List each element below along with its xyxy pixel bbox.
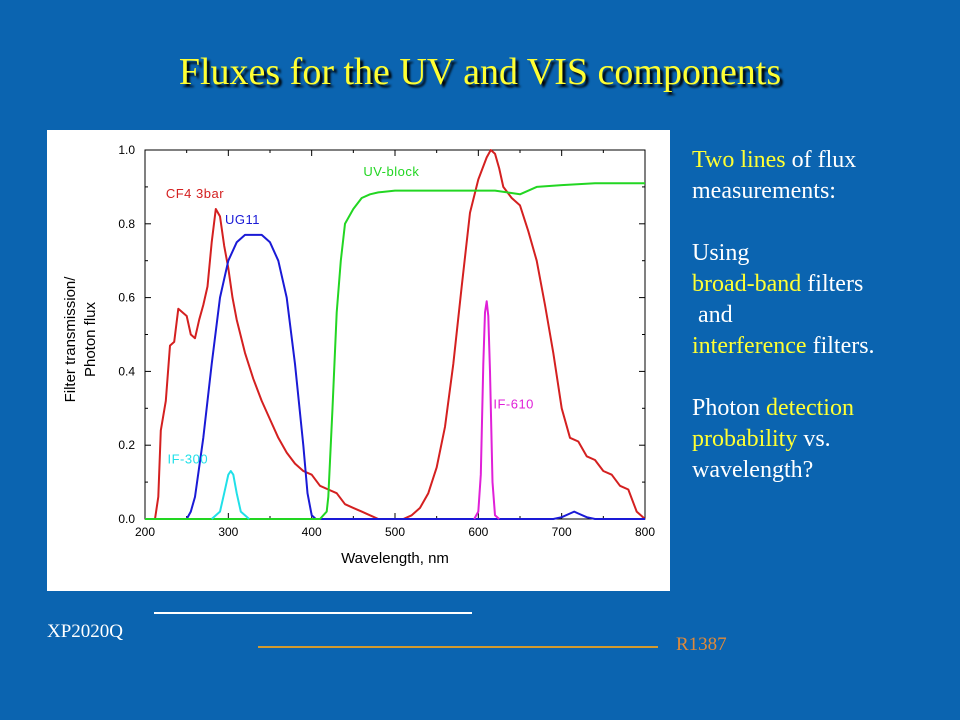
- x-tick-label: 400: [302, 525, 322, 539]
- series-label: UV-block: [363, 164, 419, 179]
- x-tick-label: 200: [135, 525, 155, 539]
- notes-line: wavelength?: [692, 455, 952, 486]
- chart-panel: 200 300 400 500 600 700 800 0.0 0.2 0.4 0.6 0.8 1.0 W…: [47, 130, 670, 591]
- series-line-cf4-3bar: [145, 149, 646, 520]
- y-tick-label: 1.0: [118, 143, 135, 157]
- notes-text-part: measurements:: [692, 178, 836, 204]
- series-line-ug11: [145, 233, 645, 520]
- y-tick-label: 0.2: [118, 438, 135, 452]
- series-label: CF4 3bar: [166, 186, 224, 201]
- plot-frame: [144, 149, 646, 520]
- notes-highlight: interference: [692, 333, 807, 359]
- y-tick-label: 0.8: [118, 217, 135, 231]
- notes-line: Photon detection: [692, 393, 952, 424]
- notes-line: broad-band filters: [692, 269, 952, 300]
- x-tick-label: 300: [218, 525, 238, 539]
- series-line-if-610: [473, 300, 500, 520]
- notes-line: and: [692, 300, 952, 331]
- series-line-if-300: [211, 470, 250, 520]
- x-tick-label: 800: [635, 525, 655, 539]
- flux-chart: 200 300 400 500 600 700 800 0.0 0.2 0.4 0.6 0.8 1.0 W…: [62, 143, 655, 567]
- legend-rule-xp2020q: [154, 612, 472, 614]
- notes-highlight: broad-band: [692, 271, 802, 297]
- notes-text-part: and: [692, 302, 733, 328]
- notes-text-part: of flux: [785, 147, 857, 173]
- legend-rule-r1387: [258, 646, 658, 648]
- notes-line: probability vs.: [692, 424, 952, 455]
- y-axis-label-line2: Photon flux: [82, 301, 99, 377]
- notes-line: interference filters.: [692, 331, 952, 362]
- x-tick-label: 600: [468, 525, 488, 539]
- notes-highlight: detection: [766, 395, 854, 421]
- notes-text-part: wavelength?: [692, 457, 814, 483]
- series-line-uv-block: [145, 182, 645, 520]
- notes-text-part: filters.: [806, 333, 875, 359]
- y-tick-label: 0.6: [118, 291, 135, 305]
- legend-label-r1387: R1387: [676, 634, 727, 655]
- y-tick-label: 0.4: [118, 364, 135, 378]
- notes-text-part: Using: [692, 240, 750, 266]
- series-label: IF-300: [168, 452, 209, 467]
- notes-line: measurements:: [692, 176, 952, 207]
- notes-text-part: filters: [801, 271, 864, 297]
- notes-highlight: probability: [692, 426, 798, 452]
- notes-text-part: Photon: [692, 395, 767, 421]
- notes-line: Two lines of flux: [692, 145, 952, 176]
- x-axis-label: Wavelength, nm: [341, 550, 449, 567]
- legend-label-xp2020q: XP2020Q: [47, 621, 124, 642]
- series-label: IF-610: [493, 396, 534, 411]
- slide-title: Fluxes for the UV and VIS components: [178, 51, 782, 93]
- y-axis-label-line1: Filter transmission/: [62, 276, 79, 403]
- series-label: UG11: [225, 212, 260, 227]
- notes-line: [692, 207, 952, 238]
- x-tick-label: 500: [385, 525, 405, 539]
- notes-line: Using: [692, 238, 952, 269]
- notes-line: [692, 362, 952, 393]
- notes-text-part: vs.: [797, 426, 831, 452]
- notes-highlight: Two lines: [692, 147, 786, 173]
- x-tick-label: 700: [552, 525, 572, 539]
- y-tick-label: 0.0: [118, 512, 135, 526]
- notes-text: Two lines of flux measurements: Using broa…: [692, 145, 952, 486]
